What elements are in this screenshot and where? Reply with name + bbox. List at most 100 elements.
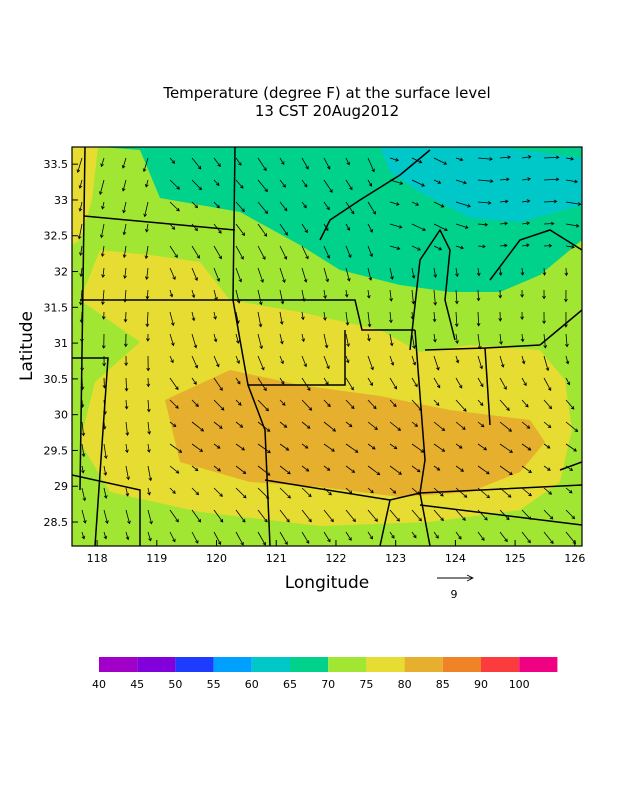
wind-arrow [542, 311, 546, 325]
wind-arrow [301, 443, 309, 449]
wind-arrow [543, 443, 551, 449]
wind-arrow [389, 289, 393, 302]
wind-arrow [565, 333, 569, 348]
wind-arrow [122, 223, 127, 236]
y-tick-label: 33 [54, 194, 68, 207]
wind-arrow [301, 399, 313, 411]
wind-arrow [235, 157, 242, 166]
wind-arrow [389, 487, 397, 494]
wind-arrow [477, 421, 485, 428]
x-tick-label: 119 [146, 552, 167, 565]
wind-arrow [477, 355, 484, 370]
wind-arrow [389, 223, 403, 229]
wind-arrow [76, 157, 83, 173]
wind-arrow [257, 355, 265, 371]
wind-arrow [477, 465, 490, 475]
temperature-region [380, 147, 582, 222]
wind-arrow [564, 289, 568, 303]
wind-arrow [169, 509, 179, 523]
wind-arrow [301, 421, 311, 429]
wind-arrow [301, 465, 310, 472]
wind-arrow [543, 487, 553, 495]
map-frame [71, 146, 583, 547]
wind-arrow [345, 333, 350, 348]
wind-arrow [367, 531, 373, 540]
wind-arrow [235, 465, 247, 475]
wind-arrow [235, 443, 245, 451]
wind-arrow [169, 267, 176, 281]
wind-arrow [455, 421, 466, 430]
wind-arrow [147, 465, 153, 482]
wind-arrow [564, 311, 568, 328]
wind-arrow [169, 289, 174, 298]
wind-arrow [498, 311, 503, 322]
wind-arrow [345, 399, 355, 410]
wind-arrow [169, 465, 180, 474]
wind-arrow [144, 245, 149, 260]
wind-arrow [345, 157, 350, 166]
wind-arrow [301, 179, 308, 188]
wind-arrow [345, 355, 350, 364]
x-tick-label: 121 [266, 552, 287, 565]
wind-arrow [169, 355, 174, 364]
wind-arrow [565, 355, 570, 365]
wind-arrow [169, 377, 179, 391]
wind-arrow [300, 311, 305, 321]
wind-arrow [411, 267, 416, 279]
wind-arrow [169, 245, 178, 258]
wind-arrow [147, 531, 152, 542]
wind-arrow [433, 465, 441, 471]
wind-arrow [145, 311, 150, 328]
wind-arrow [389, 267, 394, 280]
x-tick-label: 126 [564, 552, 585, 565]
wind-arrow [455, 355, 460, 364]
wind-arrow [301, 377, 311, 392]
wind-arrow [257, 267, 264, 283]
y-tick-label: 31.5 [44, 301, 69, 314]
wind-arrow [345, 201, 355, 215]
wind-arrow [257, 311, 263, 328]
wind-arrow [433, 443, 446, 452]
wind-arrow [103, 443, 108, 460]
wind-arrow [367, 421, 378, 430]
wind-arrow [520, 289, 525, 298]
wind-arrow [213, 311, 217, 320]
wind-arrow [565, 443, 577, 452]
wind-arrow [389, 421, 402, 431]
wind-arrow [301, 245, 309, 260]
wind-arrow [81, 443, 86, 458]
wind-arrow [147, 487, 151, 496]
wind-arrow [191, 311, 196, 322]
y-tick-label: 32 [54, 266, 68, 279]
wind-arrow [520, 311, 524, 320]
wind-arrow [279, 245, 288, 260]
wind-arrow [99, 223, 105, 239]
y-tick-label: 29.5 [44, 444, 69, 457]
wind-arrow [235, 377, 241, 385]
wind-arrow [191, 465, 199, 472]
wind-arrow [565, 377, 571, 386]
wind-arrow [345, 179, 353, 191]
wind-arrow [411, 531, 417, 539]
wind-arrow [169, 421, 177, 427]
wind-arrow [521, 221, 531, 226]
wind-arrow [213, 179, 220, 186]
wind-arrow [433, 157, 448, 165]
wind-arrow [411, 355, 417, 366]
wind-arrow [323, 465, 331, 471]
wind-arrow [411, 223, 426, 231]
wind-arrow [191, 443, 204, 452]
wind-arrow [257, 289, 263, 306]
y-tick-label: 31 [54, 337, 68, 350]
wind-arrow [100, 245, 105, 258]
wind-arrow [125, 465, 130, 481]
wind-arrow [213, 399, 225, 411]
colorbar-label: 70 [321, 678, 335, 691]
wind-arrow [543, 399, 553, 410]
wind-arrow [235, 399, 242, 406]
wind-arrow [279, 509, 290, 523]
wind-arrow [191, 179, 203, 191]
wind-arrow [101, 289, 105, 306]
colorbar-box [328, 657, 367, 672]
wind-arrow [79, 245, 83, 257]
